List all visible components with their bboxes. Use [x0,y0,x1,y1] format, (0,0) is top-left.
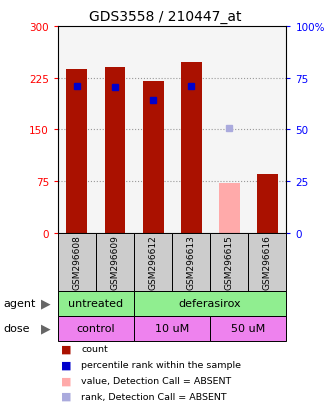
Text: GSM296615: GSM296615 [225,235,234,290]
Bar [96,233,134,291]
Text: GSM296609: GSM296609 [111,235,119,290]
Text: ▶: ▶ [41,322,51,335]
Text: percentile rank within the sample: percentile rank within the sample [81,360,241,369]
Bar [210,316,286,341]
Text: 50 uM: 50 uM [231,323,265,333]
Text: GSM296613: GSM296613 [187,235,196,290]
Bar [134,291,286,316]
Text: untreated: untreated [69,299,123,309]
Text: ■: ■ [61,360,71,370]
Text: count: count [81,344,108,354]
Text: agent: agent [3,299,36,309]
Bar [248,233,286,291]
Bar [58,233,96,291]
Bar [134,233,172,291]
Bar [67,69,87,233]
Text: dose: dose [3,323,30,333]
Bar [58,291,134,316]
Text: ■: ■ [61,375,71,385]
Text: rank, Detection Call = ABSENT: rank, Detection Call = ABSENT [81,392,227,401]
Bar [257,175,278,233]
Text: ▶: ▶ [41,297,51,310]
Bar [210,233,248,291]
Text: deferasirox: deferasirox [179,299,242,309]
Text: GSM296608: GSM296608 [72,235,81,290]
Bar [219,183,240,233]
Bar [172,233,210,291]
Text: GSM296612: GSM296612 [149,235,158,290]
Bar [143,82,164,233]
Text: ■: ■ [61,391,71,401]
Text: GDS3558 / 210447_at: GDS3558 / 210447_at [89,10,242,24]
Text: GSM296616: GSM296616 [263,235,272,290]
Text: value, Detection Call = ABSENT: value, Detection Call = ABSENT [81,376,231,385]
Bar [58,316,134,341]
Bar [181,63,202,233]
Text: control: control [77,323,115,333]
Bar [105,68,125,233]
Bar [134,316,210,341]
Text: 10 uM: 10 uM [155,323,189,333]
Text: ■: ■ [61,344,71,354]
